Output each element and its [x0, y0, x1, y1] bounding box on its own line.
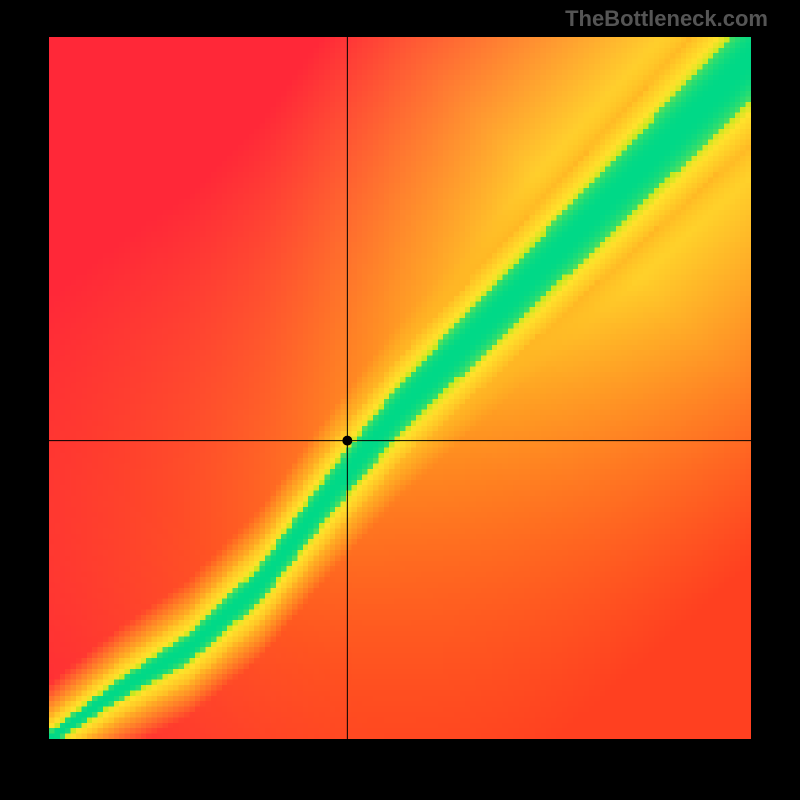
chart-container: TheBottleneck.com [0, 0, 800, 800]
watermark-text: TheBottleneck.com [565, 6, 768, 32]
bottleneck-heatmap [49, 37, 751, 739]
